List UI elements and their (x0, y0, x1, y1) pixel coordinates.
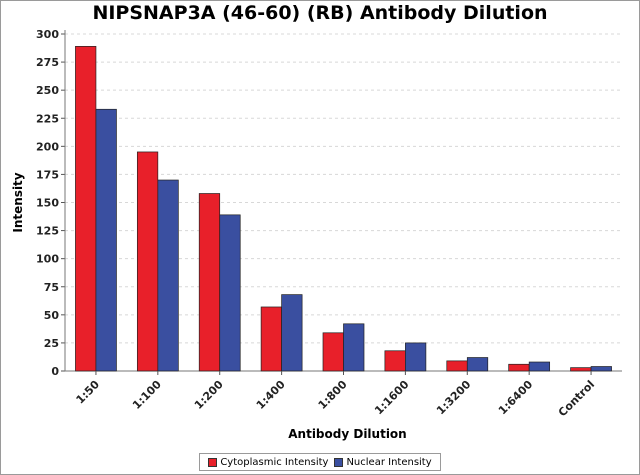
x-tick-label-0: 1:50 (74, 378, 103, 407)
y-tick-label-300: 300 (36, 28, 59, 41)
bar-nuclear-3 (281, 294, 303, 372)
x-axis-title: Antibody Dilution (288, 427, 406, 441)
bar-cytoplasmic-8 (570, 367, 592, 372)
bar-cytoplasmic-6 (446, 360, 468, 372)
y-tick-label-250: 250 (36, 84, 59, 97)
x-tick-label-3: 1:400 (254, 378, 288, 412)
x-tick-label-5: 1:1600 (372, 378, 412, 418)
x-tick-label-1: 1:100 (130, 378, 164, 412)
bar-cytoplasmic-4 (322, 332, 344, 372)
bar-nuclear-5 (405, 342, 427, 372)
x-tick-label-4: 1:800 (316, 378, 350, 412)
y-tick-label-150: 150 (36, 197, 59, 210)
y-tick-label-0: 0 (51, 365, 59, 378)
legend: Cytoplasmic Intensity Nuclear Intensity (199, 453, 441, 471)
bar-cytoplasmic-1 (136, 151, 159, 372)
y-tick-label-200: 200 (36, 140, 59, 153)
bar-nuclear-0 (95, 108, 117, 372)
legend-swatch-cytoplasmic (208, 457, 218, 467)
x-tick-label-7: 1:6400 (496, 378, 536, 418)
y-tick-label-275: 275 (36, 56, 59, 69)
y-tick-label-175: 175 (36, 168, 59, 181)
legend-item-cytoplasmic: Cytoplasmic Intensity (208, 457, 328, 468)
bar-nuclear-2 (219, 214, 241, 372)
y-tick-label-100: 100 (36, 253, 59, 266)
x-tick-label-2: 1:200 (192, 378, 226, 412)
bar-cytoplasmic-7 (508, 363, 530, 372)
x-tick-label-8: Control (556, 378, 597, 419)
bar-nuclear-1 (157, 179, 179, 372)
legend-item-nuclear: Nuclear Intensity (334, 456, 432, 468)
bar-cytoplasmic-3 (260, 306, 282, 372)
bar-nuclear-6 (466, 357, 489, 372)
legend-swatch-nuclear (334, 457, 344, 467)
bar-cytoplasmic-2 (198, 193, 221, 372)
chart-title: NIPSNAP3A (46-60) (RB) Antibody Dilution (92, 2, 548, 24)
y-tick-label-125: 125 (36, 225, 59, 238)
bar-nuclear-4 (343, 323, 365, 372)
bar-cytoplasmic-0 (75, 46, 97, 372)
y-tick-label-75: 75 (44, 281, 59, 294)
bar-nuclear-7 (528, 361, 551, 372)
y-axis-title: Intensity (11, 172, 25, 232)
y-tick-label-225: 225 (36, 112, 59, 125)
x-tick-label-6: 1:3200 (434, 378, 474, 418)
y-tick-label-50: 50 (44, 309, 60, 322)
legend-label-cytoplasmic: Cytoplasmic Intensity (220, 456, 329, 468)
bar-nuclear-8 (590, 366, 612, 372)
bar-cytoplasmic-5 (384, 350, 406, 372)
legend-label-nuclear: Nuclear Intensity (346, 456, 432, 468)
y-tick-label-25: 25 (44, 337, 59, 350)
